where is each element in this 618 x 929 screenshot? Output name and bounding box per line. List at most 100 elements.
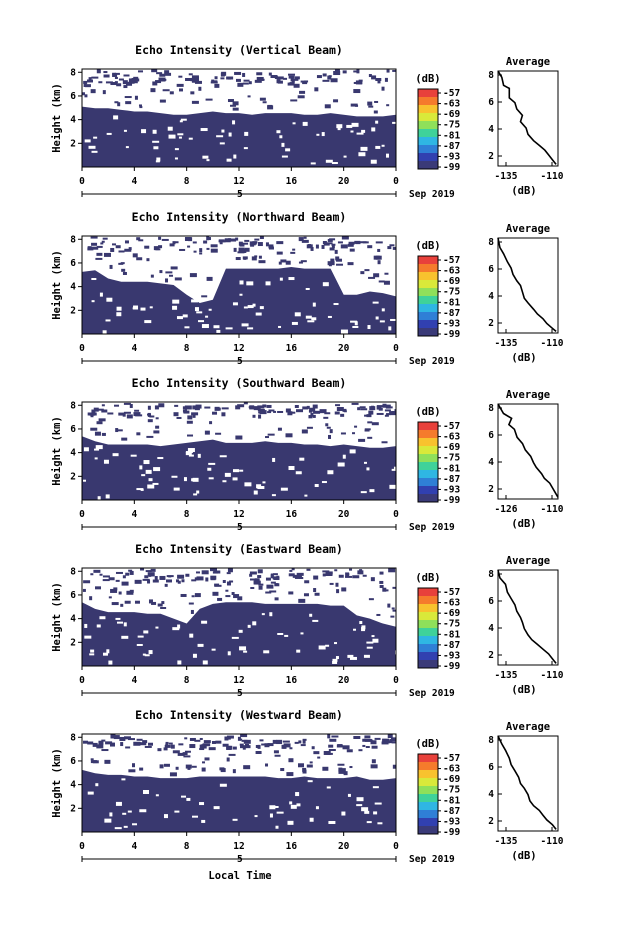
echo-speckle xyxy=(103,71,108,74)
echo-speckle xyxy=(275,825,279,829)
beam-row-1: Echo Intensity (Northward Beam) 2 4 6 8 Heigh… xyxy=(51,210,564,367)
echo-speckle xyxy=(329,247,335,251)
echo-speckle xyxy=(309,817,314,822)
echo-speckle xyxy=(371,75,377,80)
echo-speckle xyxy=(192,477,199,482)
echo-speckle xyxy=(220,768,226,773)
colorbar-tick-label: -81 xyxy=(443,297,460,308)
echo-speckle xyxy=(199,737,203,740)
echo-speckle xyxy=(258,583,264,586)
echo-speckle xyxy=(129,570,134,575)
echo-speckle xyxy=(372,786,379,789)
echo-speckle xyxy=(191,100,199,104)
echo-speckle xyxy=(172,627,180,631)
echo-speckle xyxy=(153,146,159,150)
echo-field xyxy=(82,568,396,666)
echo-speckle xyxy=(201,324,209,329)
echo-speckle xyxy=(302,81,308,85)
echo-speckle xyxy=(335,582,339,587)
average-frame xyxy=(497,403,559,500)
echo-speckle xyxy=(368,410,374,415)
echo-speckle xyxy=(191,412,199,416)
echo-speckle xyxy=(291,78,295,83)
echo-speckle xyxy=(154,576,158,581)
echo-speckle xyxy=(191,765,197,768)
echo-speckle xyxy=(368,105,374,108)
echo-speckle xyxy=(389,484,396,489)
echo-speckle xyxy=(108,596,112,599)
echo-speckle xyxy=(139,767,144,771)
colorbar-swatch xyxy=(418,422,438,431)
avg-x-tick-label: -110 xyxy=(541,836,564,847)
x-tick-label: 0 xyxy=(393,176,399,187)
echo-speckle xyxy=(244,482,252,487)
echo-speckle xyxy=(162,89,170,92)
echo-speckle xyxy=(331,244,335,249)
echo-speckle xyxy=(103,252,111,257)
echo-speckle xyxy=(289,569,293,572)
avg-y-tick-label: 6 xyxy=(488,596,494,607)
echo-speckle xyxy=(250,587,255,590)
colorbar-swatch xyxy=(418,121,438,130)
echo-speckle xyxy=(328,749,336,752)
x-tick-label: 20 xyxy=(338,343,350,354)
echo-speckle xyxy=(343,410,347,413)
echo-speckle xyxy=(294,76,300,80)
echo-speckle xyxy=(153,430,160,434)
echo-speckle xyxy=(146,435,154,438)
echo-speckle xyxy=(95,257,103,260)
echo-speckle xyxy=(254,79,262,83)
echo-speckle xyxy=(331,735,339,738)
echo-speckle xyxy=(182,409,187,413)
echo-speckle xyxy=(314,484,319,488)
echo-speckle xyxy=(362,574,367,577)
echo-speckle xyxy=(122,271,127,275)
avg-y-tick-label: 2 xyxy=(488,650,494,661)
beam-row-4: Echo Intensity (Westward Beam) 2 4 6 8 Height… xyxy=(51,708,564,865)
echo-speckle xyxy=(309,761,313,764)
echo-speckle xyxy=(325,159,333,163)
echo-speckle xyxy=(242,242,249,245)
colorbar-swatch xyxy=(418,644,438,653)
echo-speckle xyxy=(192,815,199,818)
echo-speckle xyxy=(151,601,157,605)
avg-x-label: (dB) xyxy=(511,684,536,696)
average-line xyxy=(497,70,557,165)
echo-speckle xyxy=(214,407,221,411)
echo-speckle xyxy=(393,466,396,470)
echo-speckle xyxy=(292,122,296,125)
echo-speckle xyxy=(200,128,208,132)
colorbar-tick-label: -99 xyxy=(443,162,460,173)
echo-speckle xyxy=(201,620,208,624)
avg-x-label: (dB) xyxy=(511,518,536,530)
echo-speckle xyxy=(101,404,105,407)
echo-speckle xyxy=(312,404,318,409)
echo-speckle xyxy=(334,411,340,415)
echo-speckle xyxy=(196,490,200,494)
echo-speckle xyxy=(184,237,191,242)
echo-speckle xyxy=(135,414,143,417)
echo-speckle xyxy=(103,74,110,78)
echo-speckle xyxy=(295,792,300,797)
echo-speckle xyxy=(272,573,278,576)
colorbar-swatch xyxy=(418,145,438,154)
colorbar-tick-label: -63 xyxy=(443,99,460,110)
echo-speckle xyxy=(262,101,267,104)
echo-speckle xyxy=(306,568,311,571)
avg-x-label: (dB) xyxy=(511,185,536,197)
echo-speckle xyxy=(375,316,379,320)
x-tick-label: 12 xyxy=(233,675,244,686)
average-frame xyxy=(497,735,559,832)
echo-speckle xyxy=(360,491,367,494)
echo-speckle xyxy=(388,326,392,331)
echo-speckle xyxy=(106,649,110,654)
echo-speckle xyxy=(388,568,396,573)
average-title: Average xyxy=(506,223,550,235)
echo-speckle xyxy=(202,660,208,665)
echo-speckle xyxy=(265,242,269,247)
echo-speckle xyxy=(155,794,159,797)
echo-speckle xyxy=(138,70,144,73)
echo-speckle xyxy=(346,749,353,753)
echo-speckle xyxy=(270,574,274,579)
y-tick-label: 2 xyxy=(70,637,76,648)
